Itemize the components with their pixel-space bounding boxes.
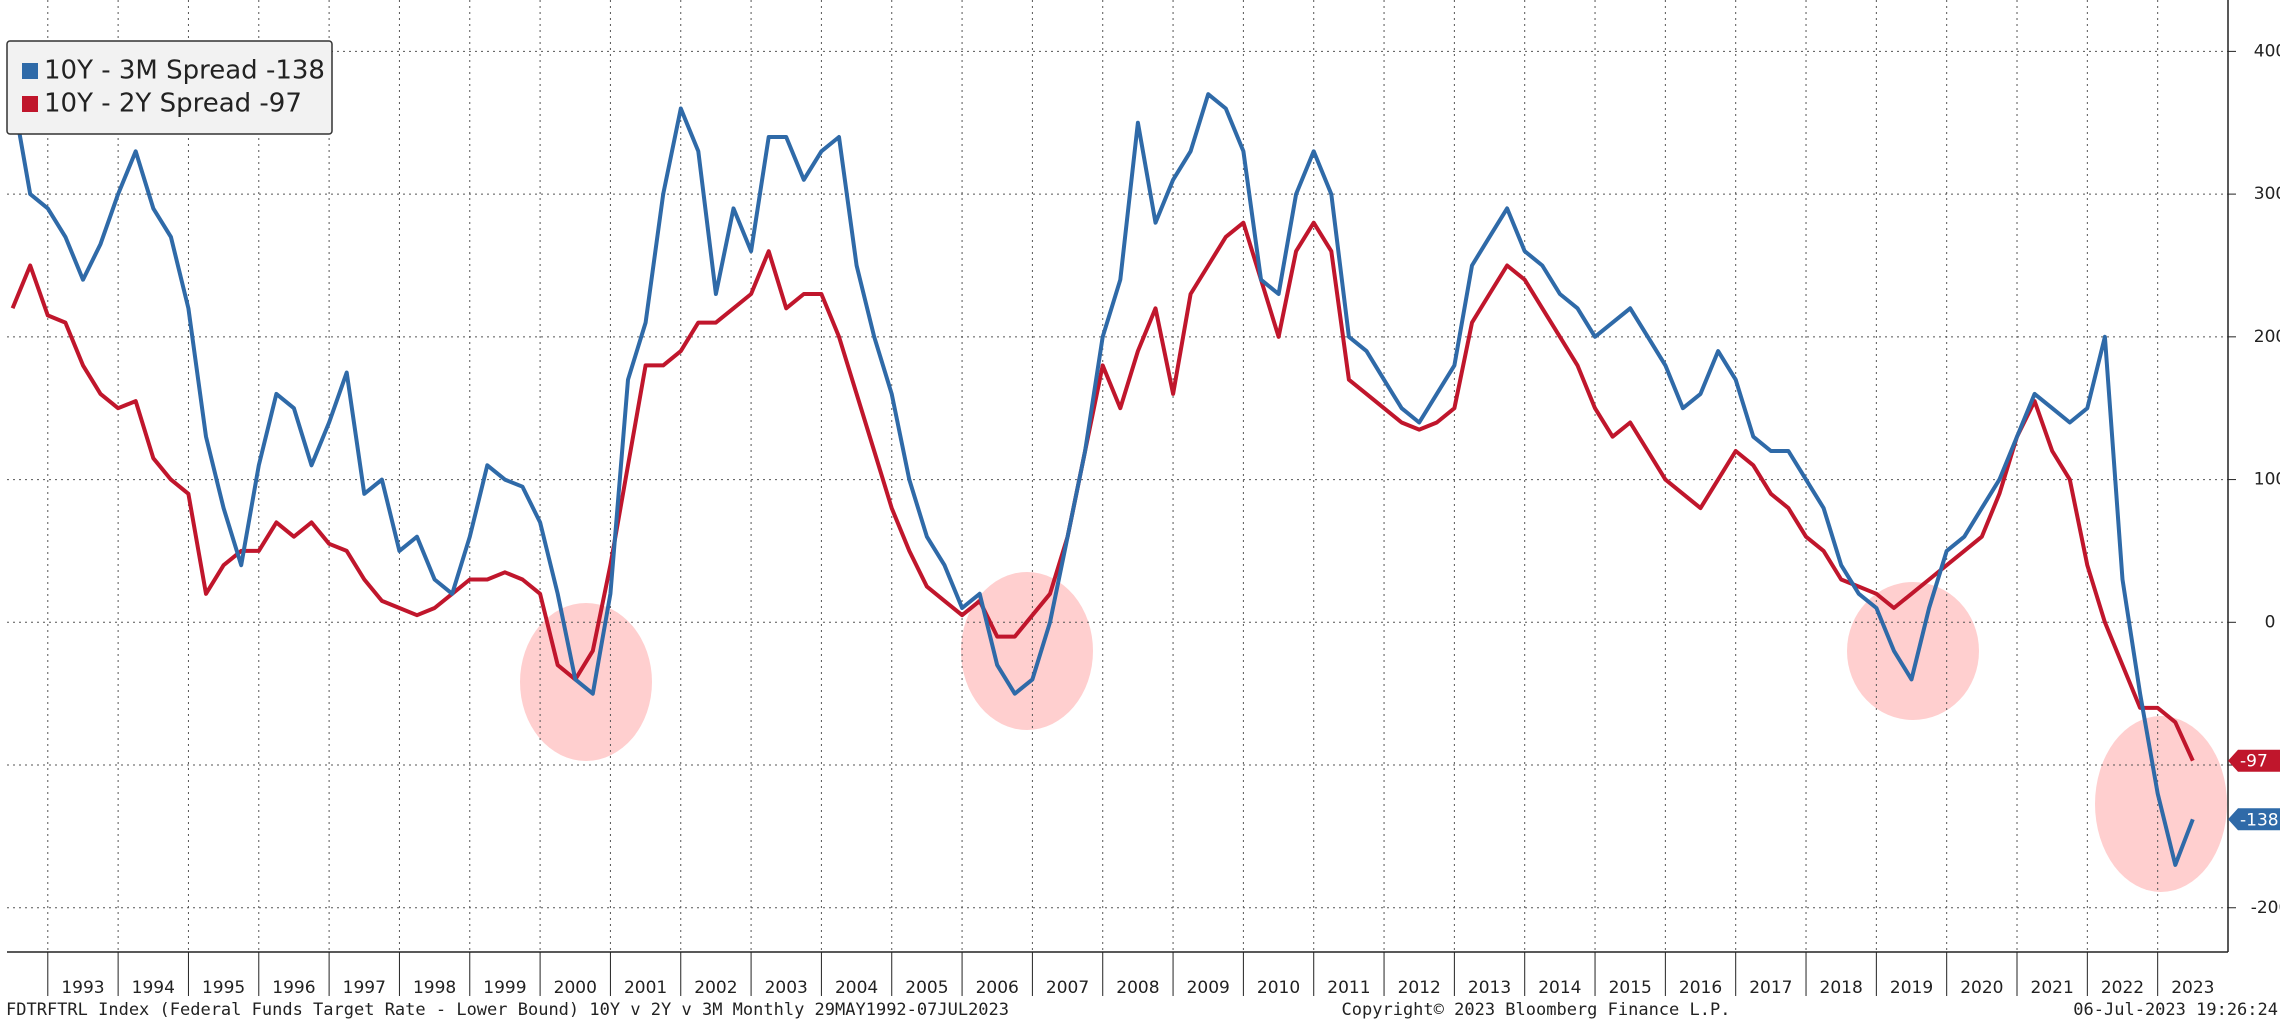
x-tick-label: 1995	[202, 978, 245, 998]
x-tick-label: 2015	[1609, 978, 1652, 998]
legend-label: 10Y - 3M Spread -138	[44, 56, 325, 86]
legend-label: 10Y - 2Y Spread -97	[44, 89, 302, 119]
legend-box	[6, 40, 333, 135]
end-tag-label: -138	[2240, 810, 2279, 830]
highlight-circle	[961, 572, 1093, 730]
x-tick-label: 2013	[1468, 978, 1511, 998]
end-tag-label: -97	[2240, 752, 2268, 772]
x-tick-label: 2017	[1749, 978, 1792, 998]
end-tag	[2228, 749, 2280, 772]
highlight-circle	[520, 603, 652, 761]
footer-center: Copyright© 2023 Bloomberg Finance L.P.	[1342, 1000, 1731, 1020]
x-tick-label: 2009	[1187, 978, 1230, 998]
highlight-circles	[520, 572, 2227, 892]
y-tick-label: 100	[2254, 470, 2280, 490]
x-tick-label: 2008	[1116, 978, 1159, 998]
x-tick-label: 2023	[2171, 978, 2214, 998]
end-tag	[2228, 808, 2280, 831]
footer-left: FDTRFTRL Index (Federal Funds Target Rat…	[6, 1000, 1009, 1020]
y-tick-label: 200	[2254, 327, 2280, 347]
series-line	[10, 92, 2195, 867]
x-tick-label: 1999	[483, 978, 526, 998]
x-tick-label: 2001	[624, 978, 667, 998]
x-tick-label: 2002	[694, 978, 737, 998]
x-tick-label: 2006	[976, 978, 1019, 998]
x-tick-label: 2022	[2101, 978, 2144, 998]
x-tick-label: 1994	[132, 978, 175, 998]
series-line	[10, 220, 2195, 762]
y-tick-label: -200	[2251, 898, 2280, 918]
x-tick-label: 2021	[2031, 978, 2074, 998]
x-tick-label: 2010	[1257, 978, 1300, 998]
y-tick-label: 300	[2254, 184, 2280, 204]
x-tick-label: 2007	[1046, 978, 1089, 998]
x-tick-label: 2005	[905, 978, 948, 998]
footer-right: 06-Jul-2023 19:26:24	[2073, 1000, 2278, 1020]
x-tick-label: 2012	[1398, 978, 1441, 998]
x-tick-label: 2019	[1890, 978, 1933, 998]
x-tick-label: 2020	[1960, 978, 2003, 998]
x-tick-label: 2003	[765, 978, 808, 998]
legend-swatch	[22, 96, 38, 112]
y-tick-label: 0	[2265, 612, 2276, 632]
x-tick-label: 2000	[554, 978, 597, 998]
legend-swatch	[22, 63, 38, 79]
x-tick-label: 1993	[61, 978, 104, 998]
x-tick-label: 2018	[1820, 978, 1863, 998]
y-tick-label: 400	[2254, 41, 2280, 61]
x-tick-label: 1996	[272, 978, 315, 998]
x-tick-label: 1997	[343, 978, 386, 998]
x-tick-label: 2011	[1327, 978, 1370, 998]
x-tick-label: 2014	[1538, 978, 1581, 998]
x-tick-label: 2004	[835, 978, 878, 998]
x-tick-label: 2016	[1679, 978, 1722, 998]
x-tick-label: 1998	[413, 978, 456, 998]
